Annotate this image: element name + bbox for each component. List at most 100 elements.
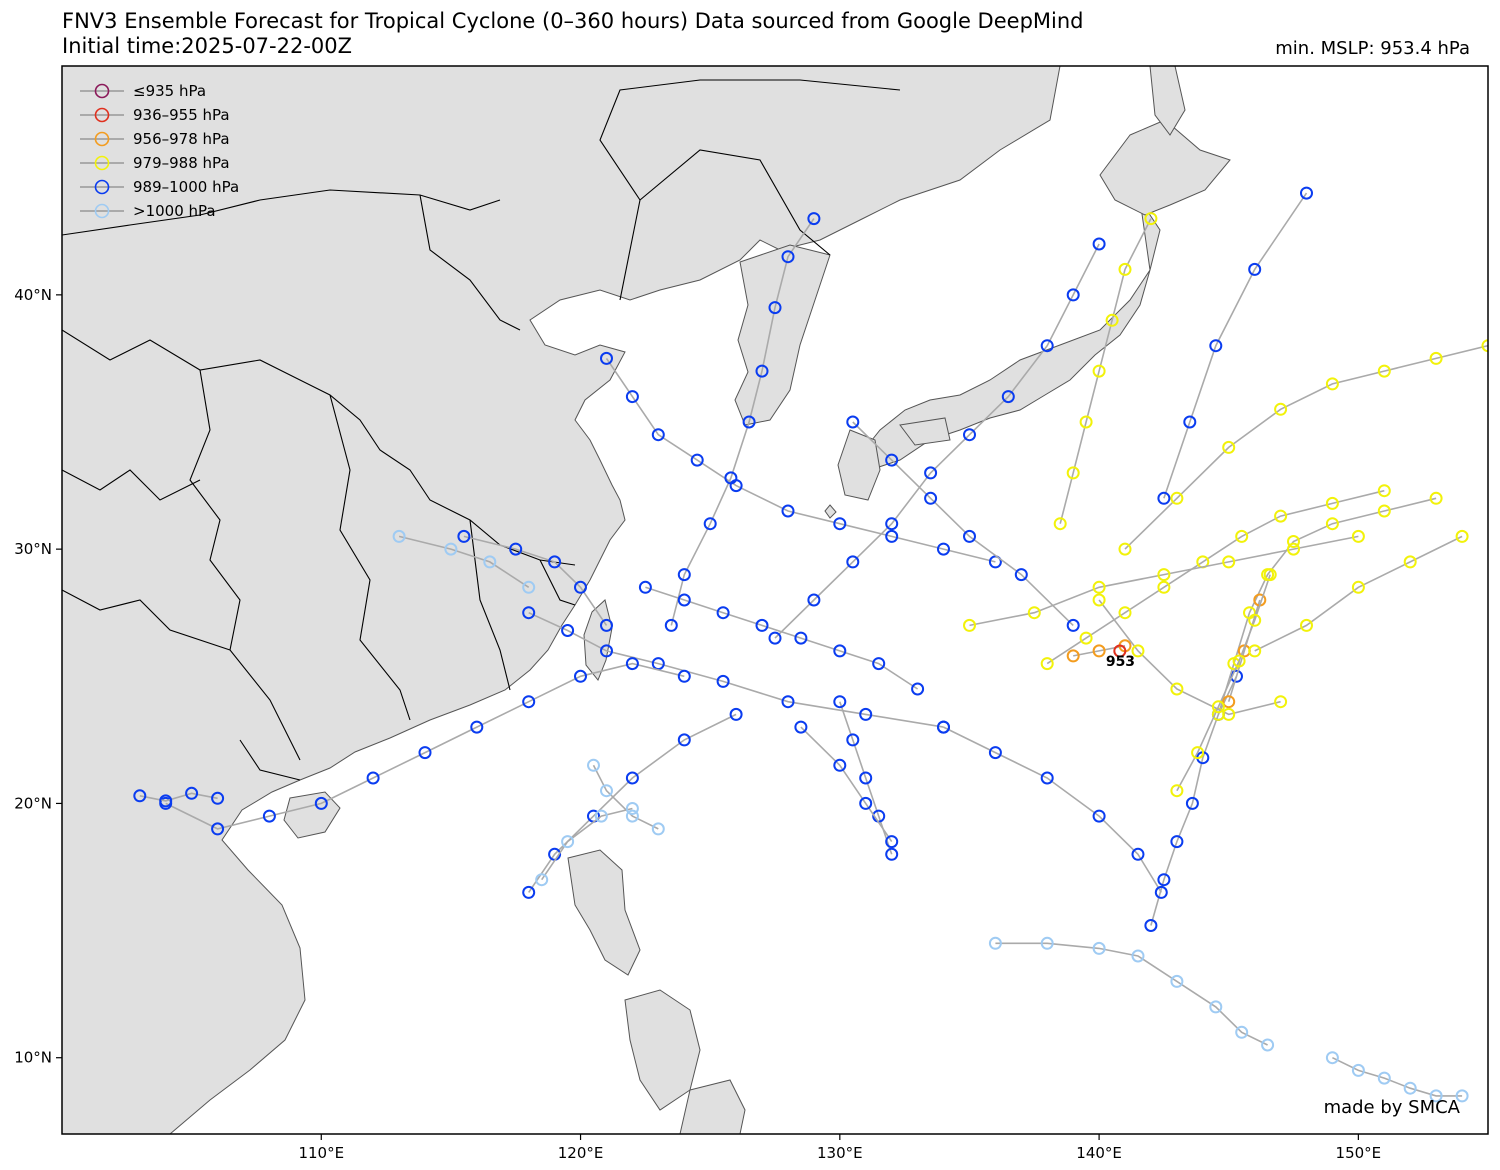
track-point [509,542,523,556]
track-point [859,707,873,721]
legend-label: 936–955 hPa [133,106,230,124]
track-point [1235,529,1249,543]
track-line [645,586,919,690]
track-line [165,662,685,830]
track-point [1131,949,1145,963]
track-point [872,657,886,671]
track-point [846,733,860,747]
track-line [969,535,1359,627]
track-point [846,555,860,569]
track-point [211,791,225,805]
land-yakushima-chain [824,504,837,519]
latitude-axis: 10°N 20°N 30°N 40°N [14,286,62,1067]
track-line [1059,218,1152,524]
track-point [651,657,665,671]
track-point [522,885,536,899]
track-point [1154,885,1168,899]
track-point [561,835,575,849]
track-point [963,529,976,543]
track-point [677,733,691,747]
track-point [522,695,536,709]
track-point [1325,377,1339,391]
track-point [768,301,782,315]
track-point [600,644,613,658]
track-point [1481,339,1488,353]
track-point [742,415,756,429]
track-point [1157,491,1171,505]
track-point [1157,580,1171,594]
legend: ≤935 hPa 936–955 hPa 956–978 hPa 979–988 hP… [80,82,239,220]
track-point [366,771,380,785]
track-point [1092,941,1106,955]
track-point [1222,555,1236,569]
track-point [1232,654,1246,668]
track-point [1274,402,1288,416]
track-point [885,835,899,849]
province-borders [62,79,901,781]
track-point [1092,644,1106,658]
track-point [859,771,873,785]
track-point [651,428,665,442]
track-point [885,453,899,467]
track-point [1185,796,1199,810]
track-point [1274,509,1288,523]
track-point [1248,262,1262,276]
track-point [664,618,678,632]
border-segment [619,149,831,301]
track-point [1001,390,1015,404]
track-line [1176,574,1271,792]
track-point [1325,1051,1339,1065]
track-point [1118,542,1132,556]
track-point [444,542,458,556]
legend-label: ≤935 hPa [133,82,206,100]
border-segment [239,739,301,781]
track-point [1066,618,1080,632]
min-pressure-label: 953 [1106,654,1135,670]
track-point [1027,606,1041,620]
track-point [988,746,1002,760]
track-point [651,822,665,836]
track-point [522,606,536,620]
track-line [463,535,608,626]
track-line [852,421,1074,626]
track-point [1014,568,1028,582]
track-point [677,669,691,683]
track-point [561,624,575,637]
track-point [1170,784,1184,798]
track-point [638,580,652,594]
map-content: 953 [62,66,1488,1134]
track-point [1222,707,1236,721]
legend-marker [94,179,110,195]
track-point [1377,1071,1391,1085]
track-point [470,720,484,734]
track-point [418,746,432,760]
border-segment [62,469,201,501]
track-point [1325,496,1339,510]
min-pressure-marker: 953 [1106,644,1135,670]
track-line [528,611,944,728]
track-point [724,471,738,485]
longitude-axis: 110°E 120°E 130°E 140°E 150°E [298,1134,1381,1162]
track-point [392,529,406,543]
track-point [794,720,808,734]
track-point [600,784,613,798]
track-line [1227,599,1261,702]
track-point [1066,649,1080,663]
track-point [924,491,938,505]
track-point [755,364,769,378]
track-point [1144,212,1158,226]
track-point [833,695,847,709]
track-point [1377,504,1391,518]
track-point [1157,568,1171,582]
track-point [1211,700,1225,714]
min-mslp-label: min. MSLP: 953.4 hPa [1275,38,1470,59]
track-point [1131,847,1145,861]
track-point [1403,555,1417,569]
track-point [1144,919,1158,932]
track-point [1377,364,1391,378]
track-point [885,847,899,861]
track-line [592,764,659,830]
track-point [1403,1081,1417,1095]
track-point [1118,262,1132,276]
